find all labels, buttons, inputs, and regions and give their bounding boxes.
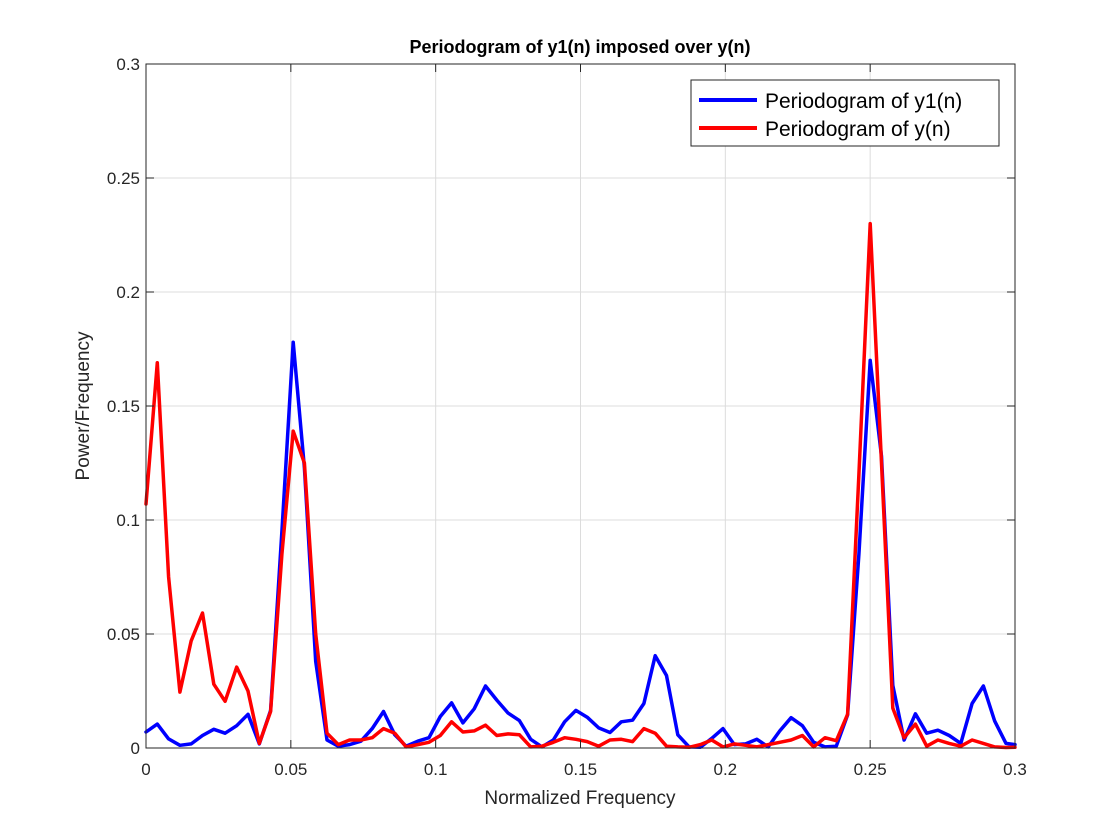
x-tick-label: 0.25: [854, 760, 887, 779]
x-tick-label: 0: [141, 760, 150, 779]
x-tick-label: 0.2: [714, 760, 738, 779]
x-tick-label: 0.05: [274, 760, 307, 779]
legend: Periodogram of y1(n) Periodogram of y(n): [690, 79, 1000, 147]
y-tick-label: 0.15: [107, 397, 140, 416]
ticks-layer: [145, 63, 1016, 749]
series-line-y1: [144, 340, 1017, 750]
legend-label-y: Periodogram of y(n): [765, 118, 951, 141]
x-tick-label: 0.1: [424, 760, 448, 779]
y-tick-label: 0.2: [116, 283, 140, 302]
y-tick-label: 0: [131, 739, 140, 758]
y-tick-label: 0.25: [107, 169, 140, 188]
series-line-y: [144, 221, 1017, 750]
plot-area: [144, 63, 1017, 750]
series-layer: [144, 221, 1017, 750]
y-axis-label: Power/Frequency: [73, 331, 94, 480]
y-tick-label: 0.1: [116, 511, 140, 530]
x-tick-label: 0.15: [564, 760, 597, 779]
chart-title: Periodogram of y1(n) imposed over y(n): [409, 37, 750, 57]
y-tick-label: 0.05: [107, 625, 140, 644]
legend-label-y1: Periodogram of y1(n): [765, 90, 962, 113]
x-axis-label: Normalized Frequency: [484, 788, 676, 809]
legend-box: [690, 79, 1000, 147]
x-tick-label: 0.3: [1003, 760, 1027, 779]
y-tick-label: 0.3: [116, 55, 140, 74]
